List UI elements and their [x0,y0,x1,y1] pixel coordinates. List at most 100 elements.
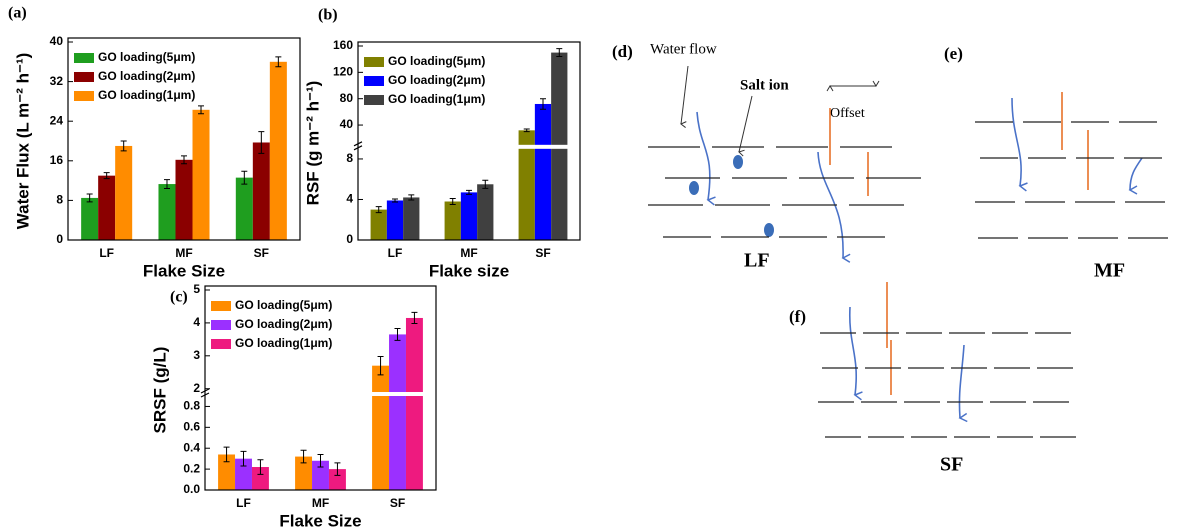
annotation: Salt ion [740,77,789,93]
y-tick-label: 0.6 [183,420,200,434]
y-tick-label: 0 [56,232,63,246]
legend-label: GO loading(1μm) [235,336,332,350]
x-tick-label: LF [388,246,403,260]
y-tick-label: 0 [346,232,353,246]
y-tick-label: 2 [193,381,200,395]
legend-swatch [364,57,384,67]
panel-label: (f) [789,307,806,326]
y-tick-label: 0.0 [183,482,200,496]
bar [175,160,192,240]
y-tick-label: 40 [340,117,354,131]
bar [389,334,406,490]
legend-swatch [211,301,231,311]
x-axis-label: Flake size [429,261,509,280]
legend-label: GO loading(5μm) [235,298,332,312]
legend-label: GO loading(2μm) [235,317,332,331]
x-tick-label: SF [535,246,550,260]
chart-title: (a) [8,5,27,22]
chart: (c) 0.0 0.2 0.4 0.6 0.8 2 3 4 5 LF MF SF GO loading(5… [150,282,436,530]
y-tick-label: 80 [340,91,354,105]
legend-swatch [364,76,384,86]
bar [115,146,132,240]
x-axis-label: Flake Size [143,261,225,280]
chart-title: (b) [318,7,338,24]
pointer [681,66,688,124]
y-tick-label: 5 [193,282,200,296]
y-tick-label: 40 [50,34,64,48]
salt-ion [764,223,774,237]
legend-swatch [211,320,231,330]
x-tick-label: LF [99,246,114,260]
y-axis-label: SRSF (g/L) [150,347,169,434]
flow-arrow [1130,158,1142,190]
bar [371,210,387,240]
figure: (d) Water flow Salt ion Offset LF (e) MF… [0,0,1204,532]
legend-swatch [74,72,94,82]
legend-label: GO loading(1μm) [388,92,485,106]
bar [236,178,253,240]
flow-arrow [1012,98,1021,186]
bar [445,202,461,240]
y-tick-label: 0.8 [183,399,200,413]
y-axis-label: Water Flux (L m⁻² h⁻¹) [13,53,32,230]
y-tick-label: 160 [333,38,353,52]
y-tick-label: 24 [50,113,64,127]
caption: LF [744,250,770,272]
panel-label: (e) [944,44,963,63]
salt-ion [733,155,743,169]
chart: (a)0816243240LFMFSFGO loading(5μm)GO loa… [8,5,300,281]
annotation: Offset [830,106,865,121]
bar [535,104,551,240]
axis-break [359,145,580,149]
chart-title: (c) [170,289,188,306]
x-tick-label: LF [236,496,251,510]
legend-swatch [364,95,384,105]
y-tick-label: 4 [193,315,200,329]
salt-ion [689,181,699,195]
bar [461,192,477,240]
legend-label: GO loading(5μm) [98,50,195,64]
bar [372,366,389,490]
y-tick-label: 16 [50,153,64,167]
x-tick-label: MF [175,246,192,260]
panel-label: (d) [612,42,633,61]
y-tick-label: 120 [333,65,353,79]
caption: SF [940,454,963,476]
y-tick-label: 4 [346,192,353,206]
x-tick-label: SF [390,496,405,510]
diagrams: (d) Water flow Salt ion Offset LF (e) MF… [612,41,1168,475]
legend-label: GO loading(1μm) [98,88,195,102]
bar [158,184,175,240]
pointer [739,96,752,152]
legend-label: GO loading(5μm) [388,54,485,68]
axis-break [206,392,436,396]
bar [270,62,287,240]
bar [98,176,115,240]
legend-swatch [74,53,94,63]
bar [387,200,403,240]
legend-label: GO loading(2μm) [388,73,485,87]
x-tick-label: MF [312,496,329,510]
bar [193,110,210,240]
flow-arrow [959,345,964,418]
y-tick-label: 8 [56,193,63,207]
y-tick-label: 3 [193,348,200,362]
flow-arrow [697,112,710,200]
y-axis-label: RSF (g m⁻² h⁻¹) [303,81,322,206]
x-tick-label: MF [460,246,477,260]
legend-swatch [211,339,231,349]
y-tick-label: 0.2 [183,461,200,475]
flow-arrow [850,307,856,395]
y-tick-label: 0.4 [183,440,200,454]
x-axis-label: Flake Size [279,511,361,530]
annotation: Water flow [650,41,717,57]
y-tick-label: 8 [346,151,353,165]
caption: MF [1094,260,1125,282]
legend-label: GO loading(2μm) [98,69,195,83]
chart: (b) 0 4 8 40 80 120 160 LF MF SF GO loading(5μm) GO … [303,7,580,281]
bar [81,198,98,240]
bar [477,184,493,240]
y-tick-label: 32 [50,74,64,88]
bar [253,142,270,240]
bar [406,318,423,490]
